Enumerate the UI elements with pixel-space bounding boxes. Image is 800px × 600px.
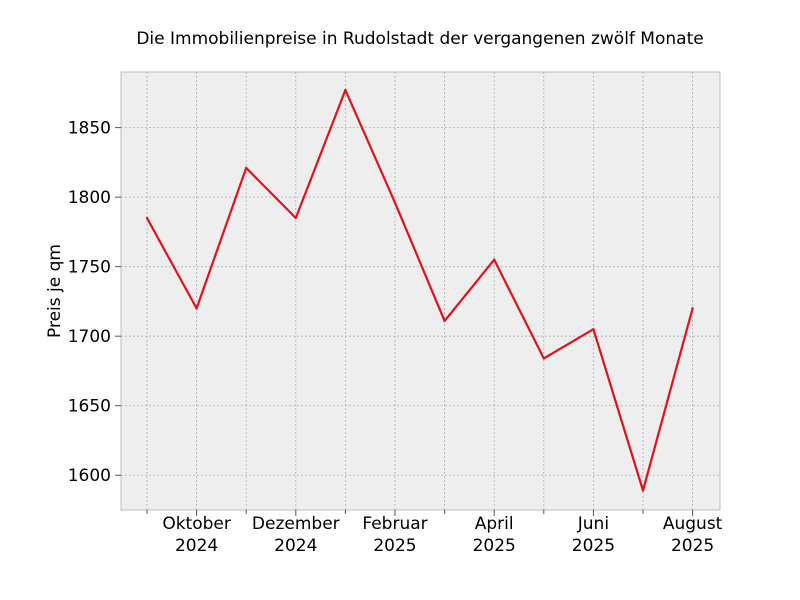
data-point [294, 216, 297, 220]
y-tick-label: 1750 [68, 258, 111, 278]
data-point [641, 489, 645, 492]
series-layer [145, 88, 694, 492]
y-tick-label: 1600 [68, 466, 111, 486]
x-tick-label: Dezember 2024 [252, 514, 340, 556]
data-point [344, 88, 347, 92]
y-tick-label: 1800 [68, 188, 111, 208]
x-tick-label: August 2025 [663, 514, 723, 556]
grid [121, 72, 720, 510]
plot-area [120, 71, 721, 511]
x-tick-label: Juni 2025 [572, 514, 615, 556]
chart-title: Die Immobilienpreise in Rudolstadt der v… [136, 29, 703, 49]
series-line [146, 88, 694, 492]
x-tick-label: Oktober 2024 [162, 514, 231, 556]
data-point [443, 319, 446, 323]
data-point [245, 166, 248, 170]
data-point [542, 357, 545, 360]
data-point [592, 328, 595, 331]
y-tick-label: 1700 [68, 327, 111, 347]
data-point [691, 307, 694, 310]
x-tick-label: Februar 2025 [362, 514, 427, 556]
data-point [493, 258, 496, 261]
y-tick-label: 1850 [68, 119, 111, 139]
axes: 1600 1650 1700 1750 1800 1850 Oktober 2024 Dezem… [68, 119, 723, 556]
y-tick-label: 1650 [68, 397, 111, 417]
data-point [393, 201, 397, 204]
data-point [195, 307, 198, 310]
data-point [145, 216, 149, 220]
y-axis-label: Preis je qm [45, 244, 65, 338]
x-tick-label: April 2025 [473, 514, 516, 556]
